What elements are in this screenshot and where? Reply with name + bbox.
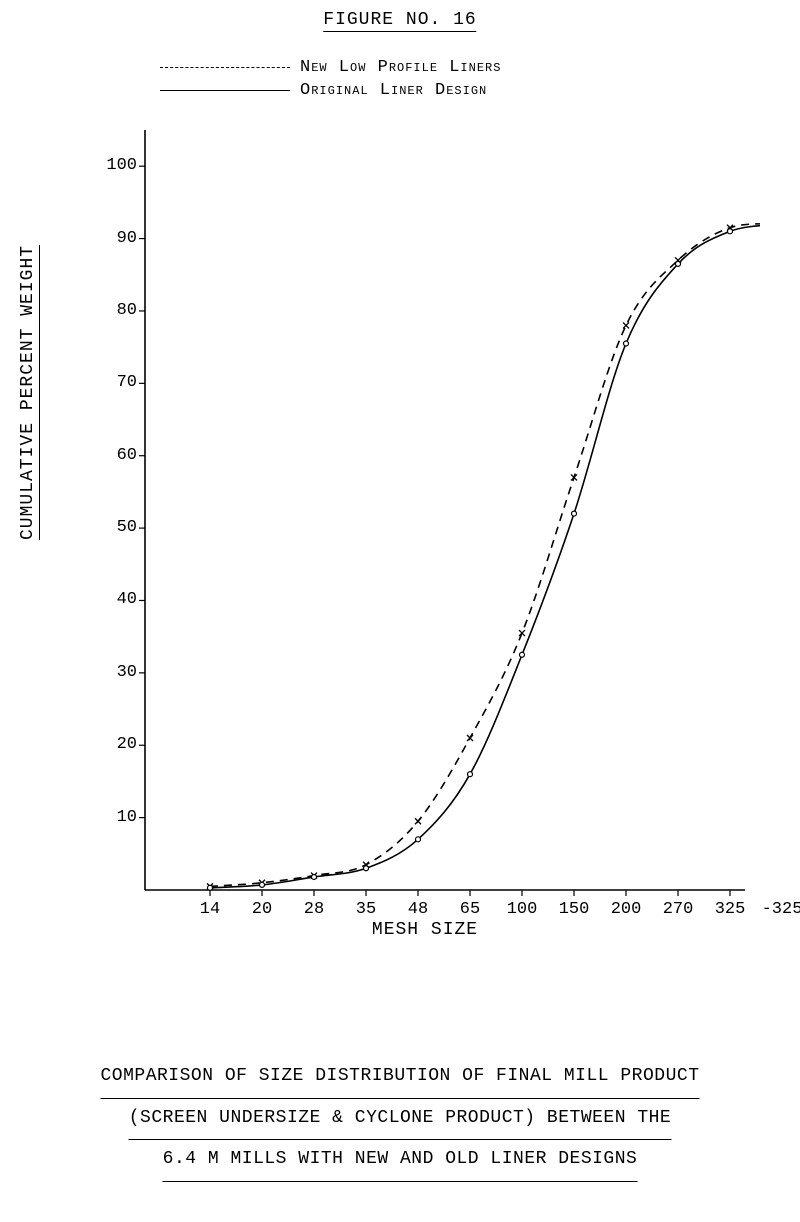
caption-line-3: 6.4 M MILLS WITH NEW AND OLD LINER DESIG… <box>163 1140 638 1182</box>
caption-line-2: (SCREEN UNDERSIZE & CYCLONE PRODUCT) BET… <box>129 1099 671 1141</box>
ytick-label: 40 <box>97 590 137 609</box>
marker-circle <box>364 866 369 871</box>
xtick-label: 100 <box>507 900 538 919</box>
xtick-label: 270 <box>663 900 694 919</box>
xtick-label: 200 <box>611 900 642 919</box>
chart-area: 10 20 30 40 50 60 70 80 90 100 14 20 28 35 48 65 100 150… <box>90 120 760 950</box>
x-axis-label: MESH SIZE <box>372 920 478 940</box>
marker-circle <box>520 652 525 657</box>
marker-circle <box>468 772 473 777</box>
ytick-label: 30 <box>97 663 137 682</box>
series-original_liner <box>210 224 760 888</box>
marker-circle <box>728 229 733 234</box>
marker-circle <box>676 261 681 266</box>
legend-swatch-dashed <box>160 67 290 68</box>
figure-title: FIGURE NO. 16 <box>323 10 476 32</box>
marker-circle <box>416 837 421 842</box>
caption: COMPARISON OF SIZE DISTRIBUTION OF FINAL… <box>101 1057 700 1182</box>
ytick-label: 80 <box>97 301 137 320</box>
series-new_low_profile <box>210 224 760 887</box>
marker-circle <box>208 885 213 890</box>
legend-row-2: Original Liner Design <box>160 81 501 100</box>
chart-svg <box>90 120 760 950</box>
xtick-label: 28 <box>304 900 324 919</box>
xtick-label: 48 <box>408 900 428 919</box>
marker-circle <box>572 511 577 516</box>
ytick-label: 90 <box>97 229 137 248</box>
ytick-label: 10 <box>97 808 137 827</box>
marker-circle <box>624 341 629 346</box>
caption-line-1: COMPARISON OF SIZE DISTRIBUTION OF FINAL… <box>101 1057 700 1099</box>
ytick-label: 20 <box>97 735 137 754</box>
xtick-label: 150 <box>559 900 590 919</box>
legend: New Low Profile Liners Original Liner De… <box>160 58 501 104</box>
y-axis-label: CUMULATIVE PERCENT WEIGHT <box>18 245 40 540</box>
xtick-label: -325 <box>762 900 800 919</box>
ytick-label: 50 <box>97 518 137 537</box>
marker-circle <box>312 874 317 879</box>
xtick-label: 35 <box>356 900 376 919</box>
xtick-label: 20 <box>252 900 272 919</box>
marker-circle <box>260 882 265 887</box>
xtick-label: 65 <box>460 900 480 919</box>
legend-label-2: Original Liner Design <box>300 81 487 100</box>
ytick-label: 60 <box>97 446 137 465</box>
legend-label-1: New Low Profile Liners <box>300 58 501 77</box>
legend-swatch-solid <box>160 90 290 91</box>
ytick-label: 100 <box>97 156 137 175</box>
xtick-label: 325 <box>715 900 746 919</box>
ytick-label: 70 <box>97 373 137 392</box>
legend-row-1: New Low Profile Liners <box>160 58 501 77</box>
xtick-label: 14 <box>200 900 220 919</box>
